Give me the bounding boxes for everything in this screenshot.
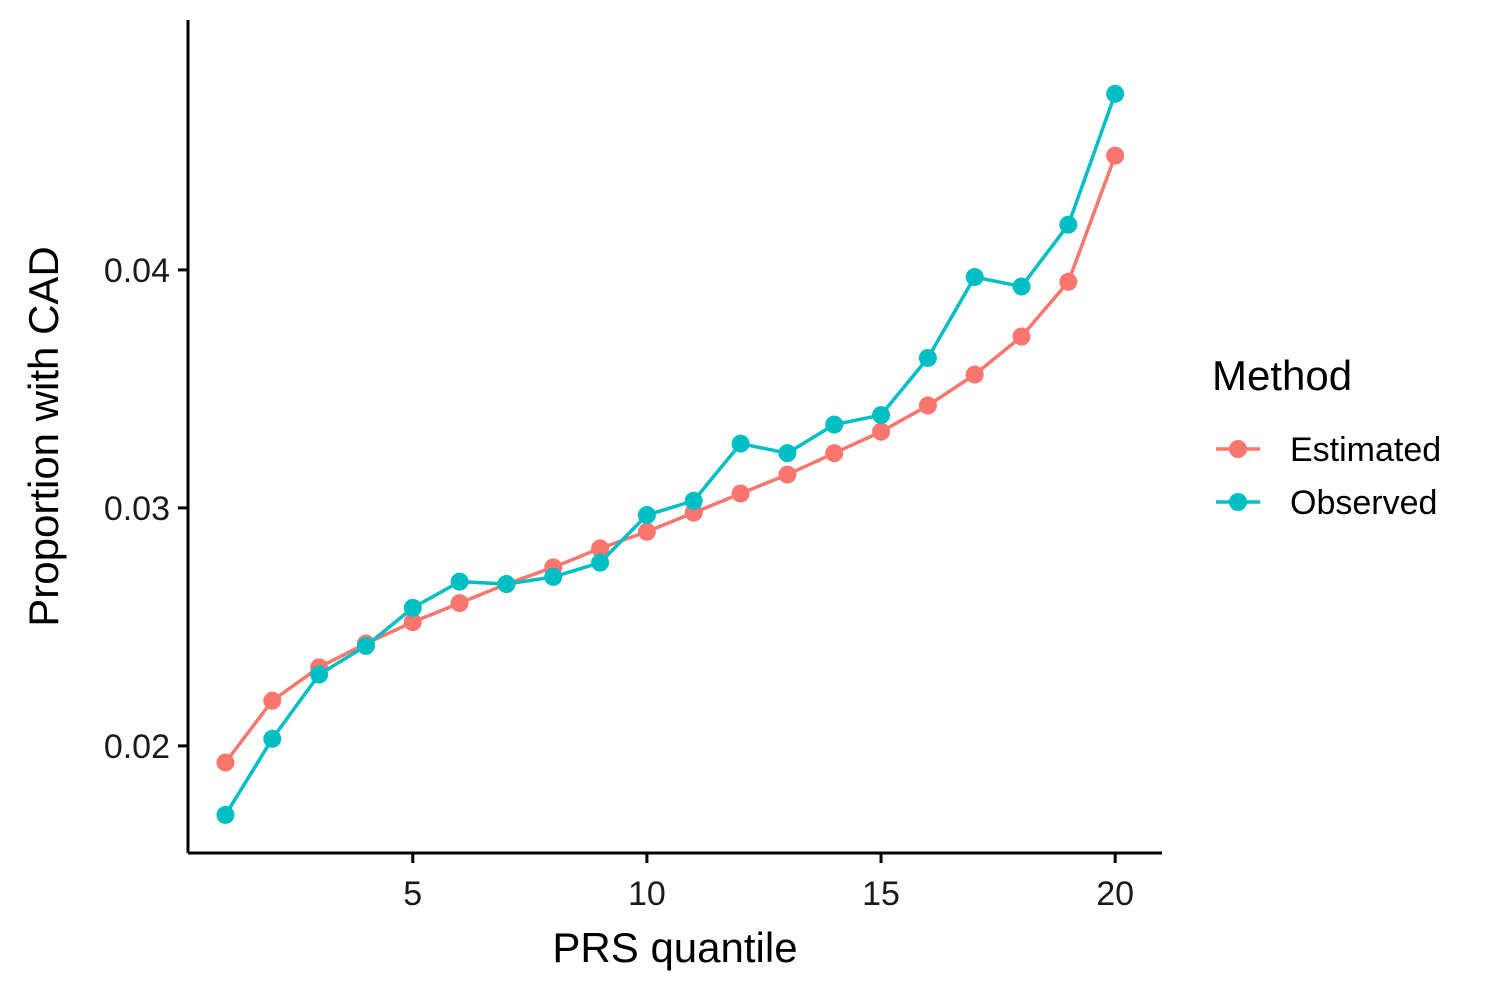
y-axis: 0.02 0.03 0.04	[104, 20, 190, 853]
data-point-observed	[216, 805, 235, 824]
data-point-estimated	[591, 539, 610, 558]
data-point-estimated	[1106, 146, 1125, 165]
data-point-observed	[918, 348, 937, 367]
series-line-estimated	[223, 153, 1117, 765]
data-point-observed	[310, 665, 329, 684]
legend-label: Estimated	[1290, 431, 1441, 469]
data-point-observed	[356, 636, 375, 655]
data-point-observed	[591, 553, 610, 572]
series-estimated	[216, 146, 1125, 772]
data-point-estimated	[918, 396, 937, 415]
data-point-observed	[450, 572, 469, 591]
legend-item-observed: Observed	[1216, 484, 1437, 522]
y-tick-label: 0.04	[104, 252, 170, 290]
data-point-observed	[1106, 84, 1125, 103]
data-point-estimated	[778, 465, 797, 484]
y-tick-label: 0.03	[104, 490, 170, 528]
x-tick-label: 10	[628, 875, 666, 913]
data-point-estimated	[216, 753, 235, 772]
data-point-estimated	[825, 444, 844, 463]
series-line-observed	[223, 92, 1117, 817]
data-point-observed	[263, 729, 282, 748]
y-tick-label: 0.02	[104, 728, 170, 766]
data-point-estimated	[872, 422, 891, 441]
series-observed	[216, 84, 1125, 824]
data-point-estimated	[1059, 272, 1078, 291]
plot-area	[216, 84, 1125, 824]
data-point-observed	[403, 598, 422, 617]
legend: Method Estimated Observed	[1212, 352, 1441, 522]
legend-key-point	[1229, 440, 1247, 458]
data-point-estimated	[450, 594, 469, 613]
data-point-estimated	[263, 691, 282, 710]
data-point-observed	[1059, 215, 1078, 234]
data-point-observed	[778, 444, 797, 463]
x-tick-label: 5	[403, 875, 422, 913]
data-point-estimated	[965, 365, 984, 384]
data-point-observed	[497, 575, 516, 594]
x-tick-label: 15	[862, 875, 900, 913]
x-axis: 5 10 15 20	[188, 851, 1162, 913]
y-axis-title: Proportion with CAD	[20, 246, 67, 626]
x-axis-title: PRS quantile	[552, 924, 797, 971]
data-point-observed	[731, 434, 750, 453]
data-point-estimated	[1012, 327, 1031, 346]
legend-title: Method	[1212, 352, 1352, 399]
data-point-observed	[637, 506, 656, 525]
data-point-observed	[544, 567, 563, 586]
data-point-estimated	[637, 522, 656, 541]
legend-key-point	[1229, 493, 1247, 511]
data-point-observed	[684, 491, 703, 510]
data-point-observed	[1012, 277, 1031, 296]
legend-label: Observed	[1290, 484, 1437, 522]
data-point-observed	[825, 415, 844, 434]
x-tick-label: 20	[1096, 875, 1134, 913]
data-point-estimated	[403, 613, 422, 632]
legend-item-estimated: Estimated	[1216, 431, 1441, 469]
data-point-observed	[965, 268, 984, 287]
data-point-observed	[872, 406, 891, 425]
data-point-estimated	[731, 484, 750, 503]
